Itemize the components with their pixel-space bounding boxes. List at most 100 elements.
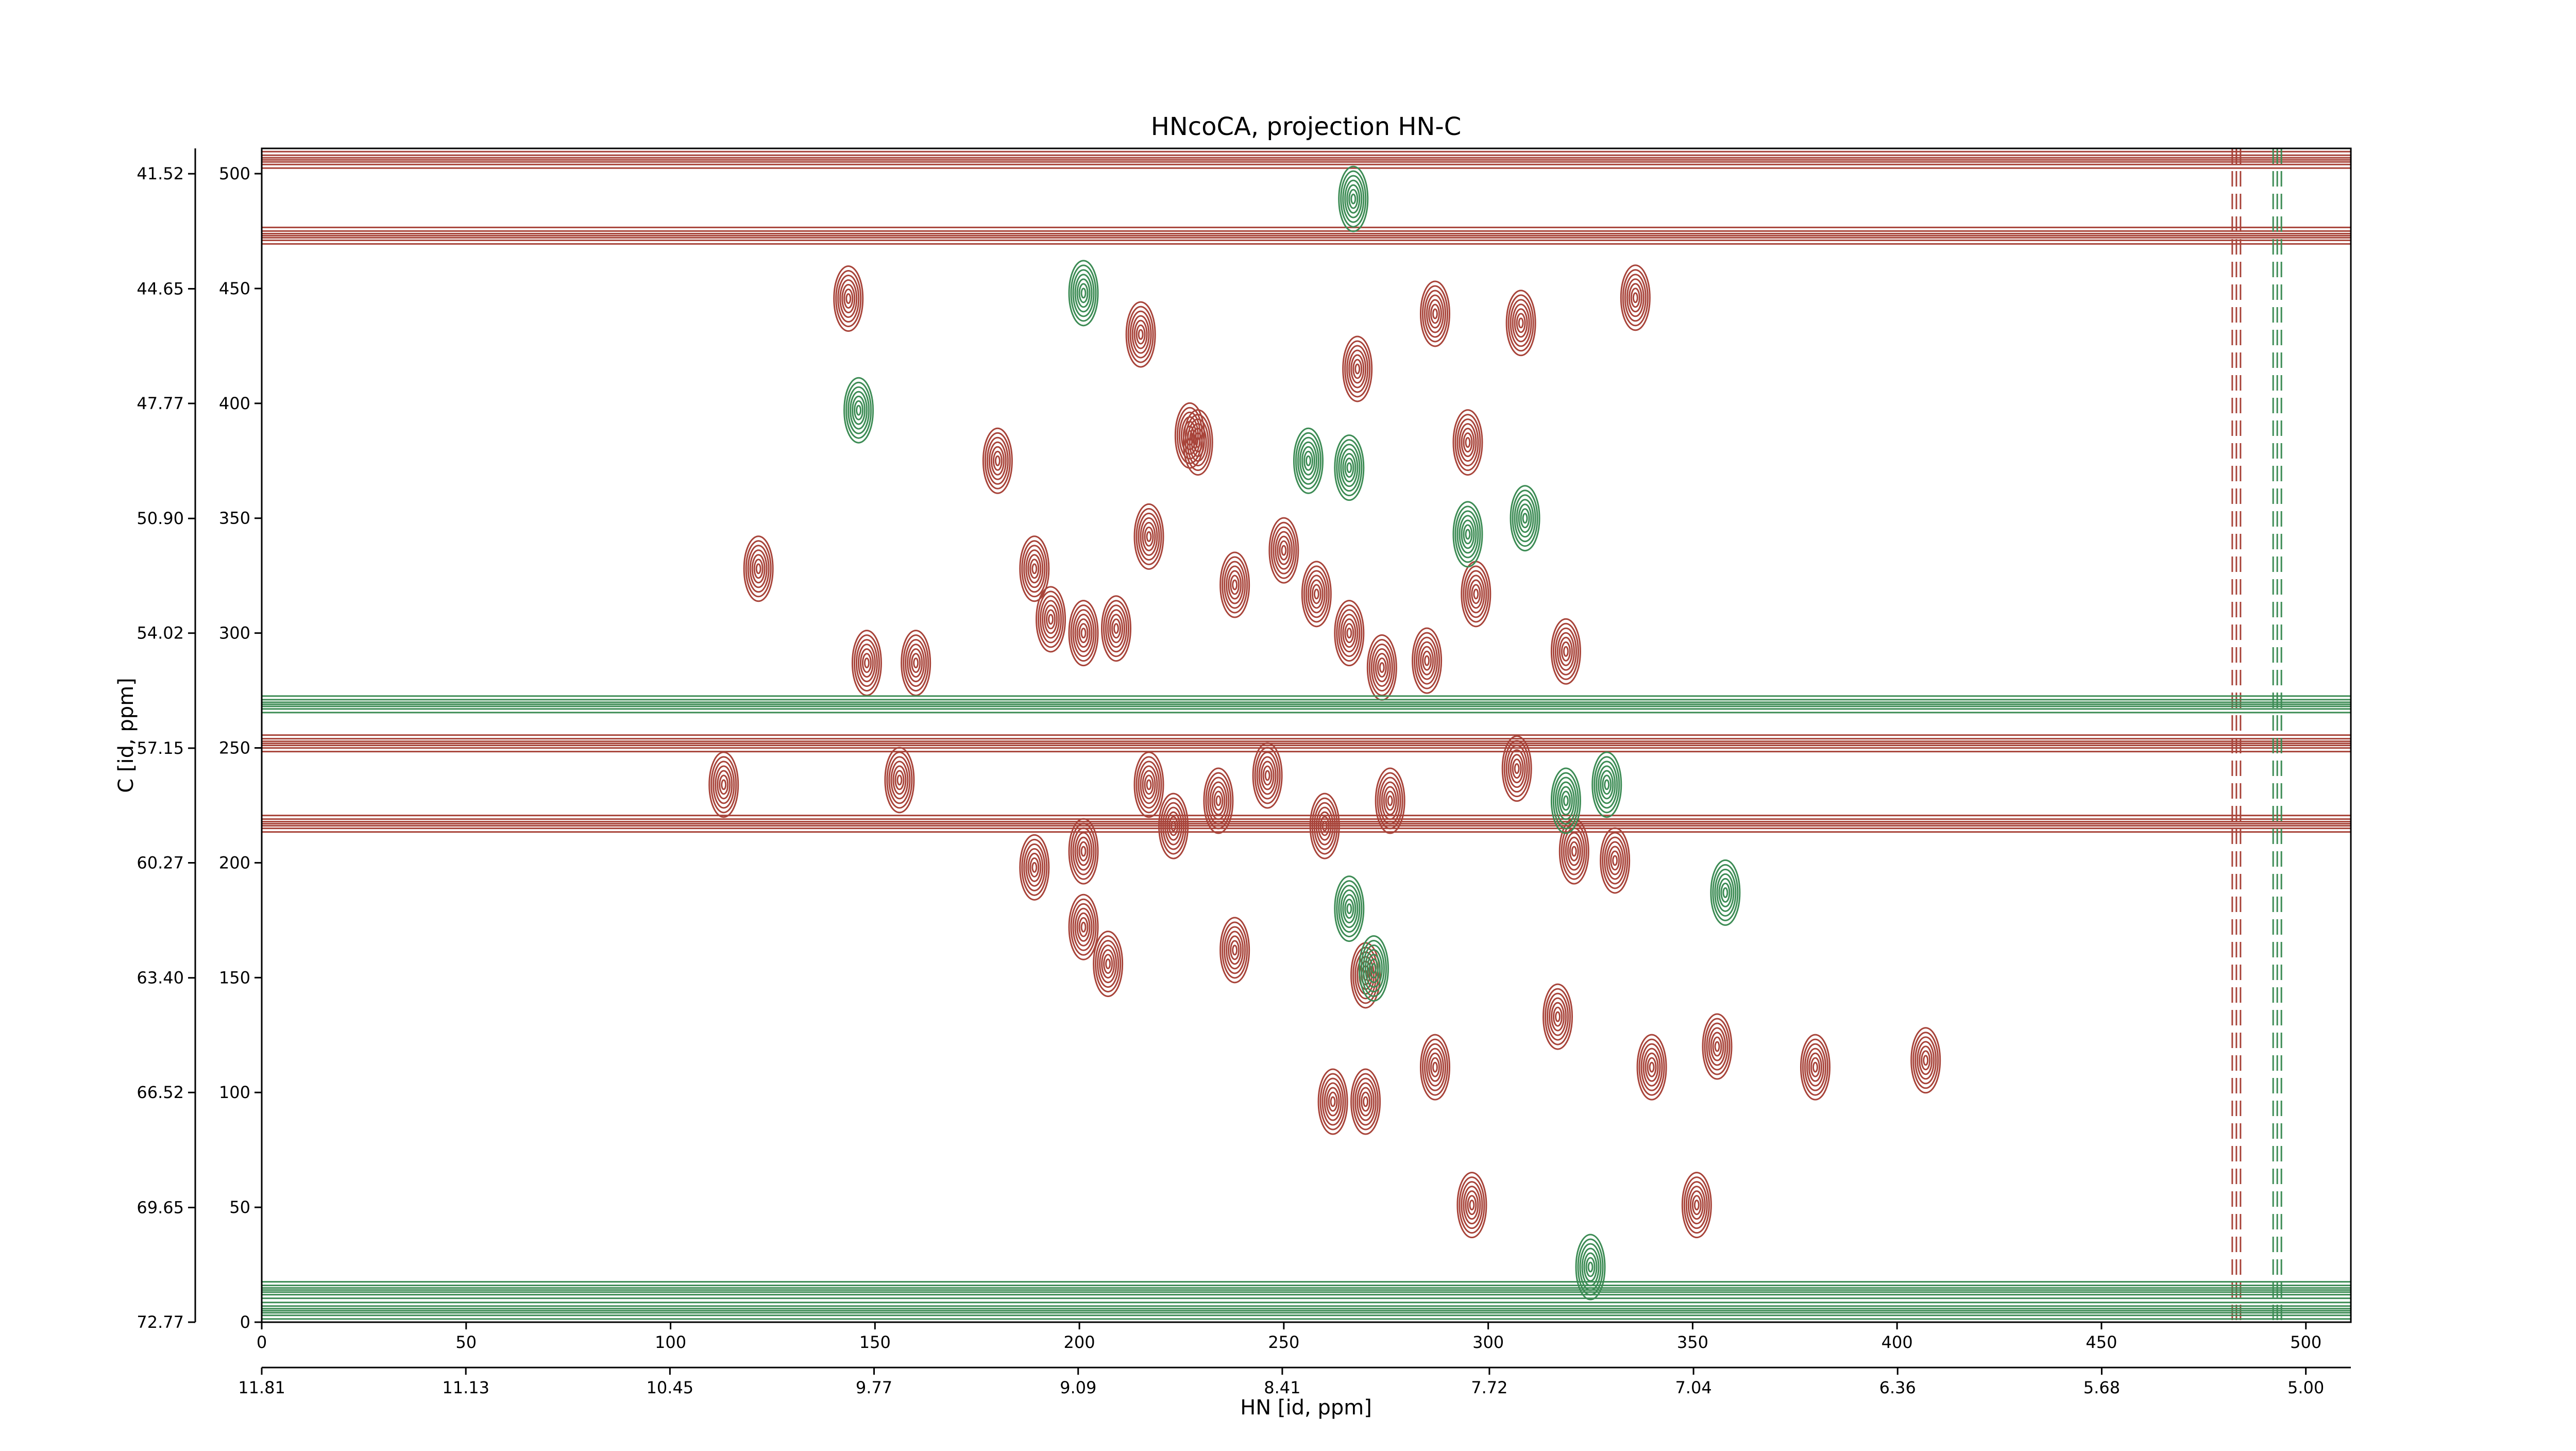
contour-ring <box>1076 278 1091 308</box>
contour-ring <box>1138 329 1144 340</box>
contour-ring <box>1215 795 1222 806</box>
x2-tick-label: 6.36 <box>1879 1378 1916 1397</box>
contour-ring <box>1806 1048 1824 1087</box>
peak <box>1252 742 1283 809</box>
contour-ring <box>1585 1257 1596 1277</box>
contour-ring <box>1420 646 1434 676</box>
contour-ring <box>1362 944 1385 992</box>
contour-ring <box>1348 189 1359 209</box>
contour-ring <box>1563 795 1569 806</box>
contour-ring <box>1421 1038 1448 1096</box>
contour-ring <box>1553 1006 1563 1027</box>
contour-ring <box>1027 554 1042 584</box>
contour-ring <box>1387 795 1393 806</box>
contour-ring <box>1620 264 1651 331</box>
contour-ring <box>1919 1045 1933 1075</box>
contour-ring <box>1211 786 1226 816</box>
contour-ring <box>1160 797 1187 855</box>
contour-ring <box>1550 618 1581 685</box>
contour-ring <box>1364 949 1383 988</box>
x-tick-label: 100 <box>655 1332 686 1352</box>
x-tick-label: 400 <box>1882 1332 1913 1352</box>
peak <box>1019 834 1050 901</box>
contour-ring <box>1558 786 1573 816</box>
contour-ring <box>1142 770 1156 800</box>
peak <box>1174 402 1205 469</box>
contour-ring <box>1297 436 1319 485</box>
contour-ring <box>837 275 860 323</box>
contour-ring <box>1213 790 1224 811</box>
contour-ring <box>1076 912 1091 942</box>
contour-ring <box>853 634 880 692</box>
contour-ring <box>721 779 727 790</box>
contour-ring <box>1469 1200 1475 1211</box>
contour-ring <box>863 657 870 669</box>
contour-ring <box>1342 175 1365 223</box>
contour-ring <box>1554 627 1577 676</box>
contour-ring <box>1068 893 1099 960</box>
contour-ring <box>1552 772 1579 830</box>
peak <box>1800 1034 1831 1101</box>
contour-ring <box>1465 570 1487 618</box>
contour-ring <box>1610 850 1620 871</box>
contour-ring <box>890 761 909 800</box>
contour-ring <box>1109 614 1124 644</box>
peak <box>884 747 915 814</box>
contour-ring <box>1330 1096 1336 1107</box>
contour-ring <box>1140 517 1158 556</box>
contour-ring <box>1131 315 1150 354</box>
contour-ring <box>717 770 731 800</box>
contour-ring <box>1414 632 1440 689</box>
contour-ring <box>1232 579 1238 590</box>
contour-ring <box>1072 903 1095 951</box>
contour-ring <box>1103 600 1130 657</box>
x2-tick-label: 7.04 <box>1675 1378 1711 1397</box>
contour-ring <box>1454 505 1481 563</box>
contour-ring <box>1262 765 1273 786</box>
contour-ring <box>1180 416 1199 455</box>
contour-ring <box>1683 1176 1710 1234</box>
contour-ring <box>1543 983 1573 1050</box>
contour-ring <box>1718 878 1733 907</box>
contour-ring <box>751 554 766 584</box>
contour-ring <box>1334 875 1365 942</box>
contour-ring <box>1459 423 1477 462</box>
ridge <box>262 695 2351 714</box>
contour-ring <box>1228 570 1242 600</box>
x-tick-label: 500 <box>2290 1332 2321 1352</box>
peak <box>1636 1034 1667 1101</box>
contour-ring <box>1463 1186 1481 1225</box>
contour-ring <box>1326 1087 1340 1117</box>
contour-ring <box>1342 618 1357 648</box>
peak <box>1510 485 1540 552</box>
contour-ring <box>1600 770 1614 800</box>
contour-ring <box>1344 899 1354 919</box>
contour-ring <box>1277 535 1291 565</box>
peak <box>1501 735 1532 802</box>
peak <box>1702 1013 1733 1080</box>
contour-ring <box>852 395 866 425</box>
contour-ring <box>1313 802 1336 850</box>
contour-ring <box>1917 1041 1935 1080</box>
contour-ring <box>1125 301 1156 368</box>
contour-ring <box>1381 781 1399 820</box>
contour-ring <box>1518 317 1524 329</box>
contour-ring <box>1101 949 1115 979</box>
peak <box>1101 595 1132 662</box>
contour-ring <box>1640 1043 1663 1091</box>
contour-ring <box>1230 940 1240 960</box>
contour-ring <box>1501 735 1532 802</box>
peak <box>1358 935 1389 1002</box>
contour-ring <box>1432 308 1438 319</box>
contour-ring <box>1070 264 1097 322</box>
contour-ring <box>1226 931 1244 970</box>
contour-ring <box>1027 852 1042 882</box>
y2-tick-label: 66.52 <box>137 1083 184 1102</box>
contour-ring <box>1426 1048 1444 1087</box>
contour-ring <box>1031 563 1038 575</box>
contour-ring <box>1162 802 1185 850</box>
contour-ring <box>1556 632 1575 671</box>
contour-ring <box>1105 958 1111 970</box>
peak <box>1419 1034 1450 1101</box>
peak <box>1334 875 1365 942</box>
